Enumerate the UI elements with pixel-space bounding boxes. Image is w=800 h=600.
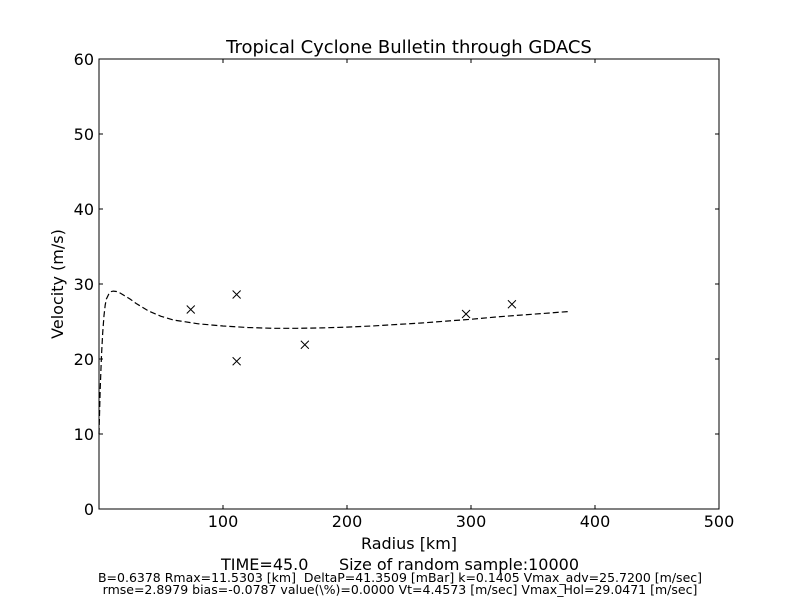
x-tick-label: 200 <box>332 512 363 531</box>
plot-frame <box>98 58 720 510</box>
x-tick-label: 100 <box>208 512 239 531</box>
data-point-x-marker <box>232 290 241 299</box>
chart-title: Tropical Cyclone Bulletin through GDACS <box>225 37 592 58</box>
y-tick-label: 50 <box>74 125 94 144</box>
x-axis-label: Radius [km] <box>361 534 457 553</box>
y-axis-label: Velocity (m/s) <box>48 229 67 339</box>
fitted-profile-line <box>98 290 571 435</box>
data-point-x-marker <box>507 299 517 309</box>
y-tick-label: 0 <box>84 500 94 519</box>
data-point-x-marker <box>461 309 471 319</box>
data-point-x-marker <box>186 305 196 314</box>
data-point-x-marker <box>300 340 310 350</box>
x-tick-label: 300 <box>456 512 487 531</box>
y-tick-label: 40 <box>74 200 94 219</box>
y-tick-label: 10 <box>74 425 94 444</box>
plot-area: 0 10 20 30 40 50 60 100 200 300 400 500 <box>74 50 735 531</box>
footer-line-3: rmse=2.8979 bias=-0.0787 value(\%)=0.000… <box>103 582 698 597</box>
footer-line-1: TIME=45.0 Size of random sample:10000 <box>220 555 579 574</box>
x-tick-label: 500 <box>704 512 735 531</box>
y-tick-label: 20 <box>74 350 94 369</box>
footer-line-2: B=0.6378 Rmax=11.5303 [km] DeltaP=41.350… <box>98 570 702 585</box>
data-point-x-marker <box>232 356 241 366</box>
x-tick-label: 400 <box>580 512 611 531</box>
y-tick-label: 30 <box>74 275 94 294</box>
y-tick-label: 60 <box>74 50 94 69</box>
